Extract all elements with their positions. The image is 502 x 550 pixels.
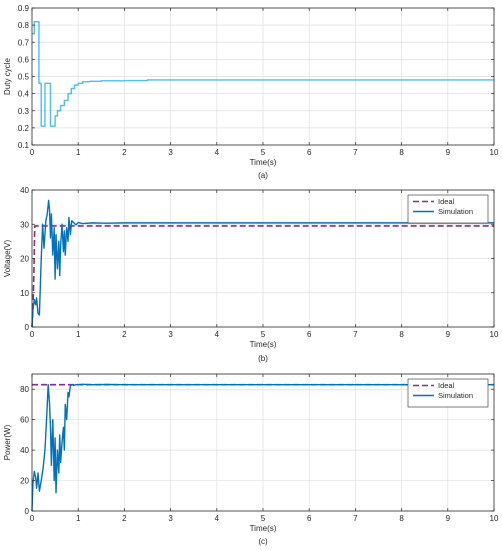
- y-tick-label: 0.4: [18, 90, 30, 99]
- x-axis-label: Time(s): [250, 524, 277, 533]
- x-tick-label: 8: [399, 514, 404, 523]
- legend-label-ideal: Ideal: [438, 197, 455, 206]
- x-tick-label: 1: [76, 514, 81, 523]
- x-tick-label: 5: [261, 514, 266, 523]
- y-tick-label: 60: [20, 416, 29, 425]
- panel-caption: (b): [258, 354, 268, 363]
- y-tick-label: 10: [20, 289, 29, 298]
- y-tick-label: 0.9: [18, 4, 30, 13]
- chart-panel-1: 0 1 2 3 4 5 6 7 8 9 10 0.1 0.2 0.3 0.4 0.5 0.6 0.7 0.8 0.9 T…: [3, 4, 499, 180]
- y-tick-label: 0.7: [18, 38, 30, 47]
- y-tick-label: 0.1: [18, 141, 30, 150]
- series-simulation-line: [31, 383, 494, 512]
- x-tick-label: 1: [76, 330, 81, 339]
- x-tick-label: 10: [490, 514, 499, 523]
- x-tick-label: 2: [122, 514, 127, 523]
- x-tick-label: 7: [353, 148, 358, 157]
- y-tick-label: 0.3: [18, 107, 30, 116]
- y-tick-label: 40: [20, 446, 29, 455]
- x-tick-label: 0: [30, 330, 35, 339]
- x-tick-label: 7: [353, 514, 358, 523]
- y-tick-label: 20: [20, 255, 29, 264]
- x-axis-label: Time(s): [250, 340, 277, 349]
- y-tick-label: 0: [25, 323, 30, 332]
- series-line-line: [32, 21, 494, 127]
- y-tick-label: 0.8: [18, 21, 30, 30]
- x-tick-label: 3: [168, 514, 173, 523]
- y-tick-label: 20: [20, 477, 29, 486]
- x-tick-label: 0: [30, 148, 35, 157]
- y-tick-label: 0.5: [18, 73, 30, 82]
- legend-label-simulation: Simulation: [438, 391, 473, 400]
- chart-panel-3: 0 1 2 3 4 5 6 7 8 9 10 0 20 40 60 80 Time(s) Power(W) (c) I…: [3, 373, 499, 546]
- y-tick-label: 0: [25, 507, 30, 516]
- x-tick-label: 8: [399, 330, 404, 339]
- legend-box: [407, 378, 489, 408]
- x-tick-label: 9: [446, 330, 451, 339]
- panel-caption: (a): [258, 171, 268, 180]
- y-axis-label: Duty cycle: [3, 58, 12, 95]
- legend-label-ideal: Ideal: [438, 381, 455, 390]
- x-tick-label: 4: [215, 330, 220, 339]
- x-tick-label: 6: [307, 148, 312, 157]
- x-tick-label: 0: [30, 514, 35, 523]
- x-tick-label: 8: [399, 148, 404, 157]
- y-tick-label: 80: [20, 385, 29, 394]
- x-tick-label: 6: [307, 514, 312, 523]
- y-tick-label: 0.2: [18, 124, 30, 133]
- x-tick-label: 2: [122, 330, 127, 339]
- x-tick-label: 4: [215, 148, 220, 157]
- x-tick-label: 5: [261, 330, 266, 339]
- chart-panel-2: 0 1 2 3 4 5 6 7 8 9 10 0 10 20 30 40 Time(s) Voltage(V) (b…: [3, 186, 499, 363]
- x-tick-label: 10: [490, 148, 499, 157]
- legend-box: [407, 194, 489, 224]
- y-tick-label: 30: [20, 220, 29, 229]
- x-tick-label: 1: [76, 148, 81, 157]
- y-tick-label: 40: [20, 186, 29, 195]
- panel-caption: (c): [258, 537, 268, 546]
- legend-label-simulation: Simulation: [438, 207, 473, 216]
- y-axis-label: Power(W): [3, 424, 12, 460]
- x-tick-label: 9: [446, 514, 451, 523]
- x-tick-label: 9: [446, 148, 451, 157]
- x-tick-label: 5: [261, 148, 266, 157]
- y-tick-label: 0.6: [18, 55, 30, 64]
- x-tick-label: 2: [122, 148, 127, 157]
- x-tick-label: 3: [168, 148, 173, 157]
- x-tick-label: 7: [353, 330, 358, 339]
- x-tick-label: 4: [215, 514, 220, 523]
- series-simulation-line: [31, 199, 494, 328]
- x-tick-label: 10: [490, 330, 499, 339]
- x-tick-label: 6: [307, 330, 312, 339]
- y-axis-label: Voltage(V): [3, 239, 12, 277]
- x-tick-label: 3: [168, 330, 173, 339]
- x-axis-label: Time(s): [250, 158, 277, 167]
